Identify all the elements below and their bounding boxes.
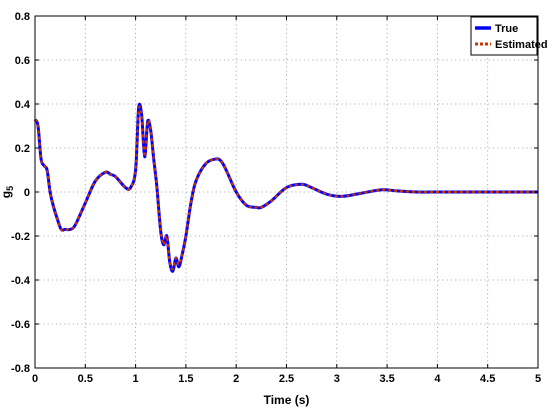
x-tick-label: 2 bbox=[233, 373, 239, 385]
x-tick-label: 2.5 bbox=[279, 373, 294, 385]
y-tick-label: -0.6 bbox=[11, 319, 30, 331]
series-line-estimated bbox=[33, 105, 538, 271]
x-tick-label: 4.5 bbox=[480, 373, 495, 385]
y-tick-label: 0.2 bbox=[15, 143, 30, 155]
y-axis-ticks: -0.8 -0.6 -0.4 -0.2 0 0.2 0.4 0.6 0.8 bbox=[11, 11, 538, 375]
x-tick-label: 0 bbox=[32, 373, 38, 385]
y-tick-label: 0.4 bbox=[15, 99, 31, 111]
y-tick-label: 0 bbox=[24, 187, 30, 199]
x-tick-label: 1 bbox=[133, 373, 139, 385]
x-axis-ticks: 0 0.5 1 1.5 2 2.5 3 3.5 4 4.5 5 bbox=[32, 16, 541, 385]
x-tick-label: 5 bbox=[535, 373, 541, 385]
legend-label-true: True bbox=[495, 23, 518, 35]
y-axis-title-main: g bbox=[0, 191, 13, 198]
y-tick-label: 0.8 bbox=[15, 11, 30, 23]
x-tick-label: 3.5 bbox=[379, 373, 394, 385]
y-tick-label: -0.2 bbox=[11, 231, 30, 243]
y-tick-label: -0.8 bbox=[11, 363, 30, 375]
x-tick-label: 3 bbox=[334, 373, 340, 385]
x-axis-title: Time (s) bbox=[264, 393, 310, 407]
x-tick-label: 4 bbox=[434, 373, 441, 385]
legend: True Estimated bbox=[470, 16, 548, 56]
y-axis-title-subscript: 5 bbox=[5, 186, 15, 191]
legend-box bbox=[470, 16, 538, 56]
y-tick-label: -0.4 bbox=[11, 275, 31, 287]
y-tick-label: 0.6 bbox=[15, 55, 30, 67]
x-tick-label: 0.5 bbox=[78, 373, 93, 385]
y-axis-title: g5 bbox=[0, 186, 15, 198]
x-tick-label: 1.5 bbox=[178, 373, 193, 385]
series-lines bbox=[33, 102, 538, 273]
legend-label-estimated: Estimated bbox=[495, 39, 548, 51]
